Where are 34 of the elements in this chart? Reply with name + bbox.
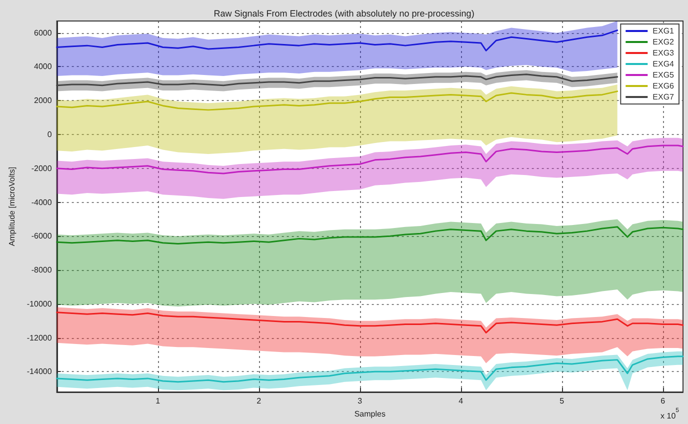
y-tick-label: 4000: [34, 62, 52, 72]
x-tick-label: 4: [458, 396, 464, 406]
line-series: [56, 30, 618, 52]
legend-label: EXG7: [652, 92, 675, 102]
x-tick-label: 2: [256, 396, 262, 406]
y-tick-label: -8000: [31, 266, 52, 275]
legend-label: EXG2: [652, 38, 675, 46]
chart-title: Raw Signals From Electrodes (with absolutely no pre-processing): [214, 8, 474, 18]
legend-label: EXG3: [652, 48, 675, 58]
y-tick-label: 2000: [34, 96, 52, 106]
line-series: [56, 74, 618, 86]
x-tick-label: 6: [660, 396, 666, 406]
y-axis-title: Amplitude [microVolts]: [8, 166, 16, 246]
legend-label: EXG5: [652, 70, 675, 80]
y-tick-label: -2000: [31, 164, 52, 173]
y-tick-label: -4000: [31, 198, 52, 207]
line-series: [56, 312, 684, 334]
line-series: [56, 90, 618, 111]
x-axis-title: Samples: [354, 409, 386, 418]
y-tick-label: -6000: [31, 232, 52, 241]
x-tick-label: 5: [560, 396, 565, 406]
y-tick-label: -10000: [26, 299, 52, 308]
x-tick-label: 3: [358, 396, 363, 406]
line-series: [56, 356, 684, 383]
y-tick-label: -12000: [26, 333, 52, 342]
y-tick-label: 6000: [34, 28, 52, 38]
y-tick-label: -14000: [26, 367, 52, 376]
legend-label: EXG6: [652, 82, 675, 90]
legend-label: EXG1: [652, 26, 675, 36]
x-tick-label: 1: [156, 396, 161, 406]
y-tick-label: 0: [47, 130, 52, 139]
line-series: [56, 226, 684, 245]
legend-label: EXG4: [652, 60, 675, 68]
line-series: [56, 144, 684, 174]
